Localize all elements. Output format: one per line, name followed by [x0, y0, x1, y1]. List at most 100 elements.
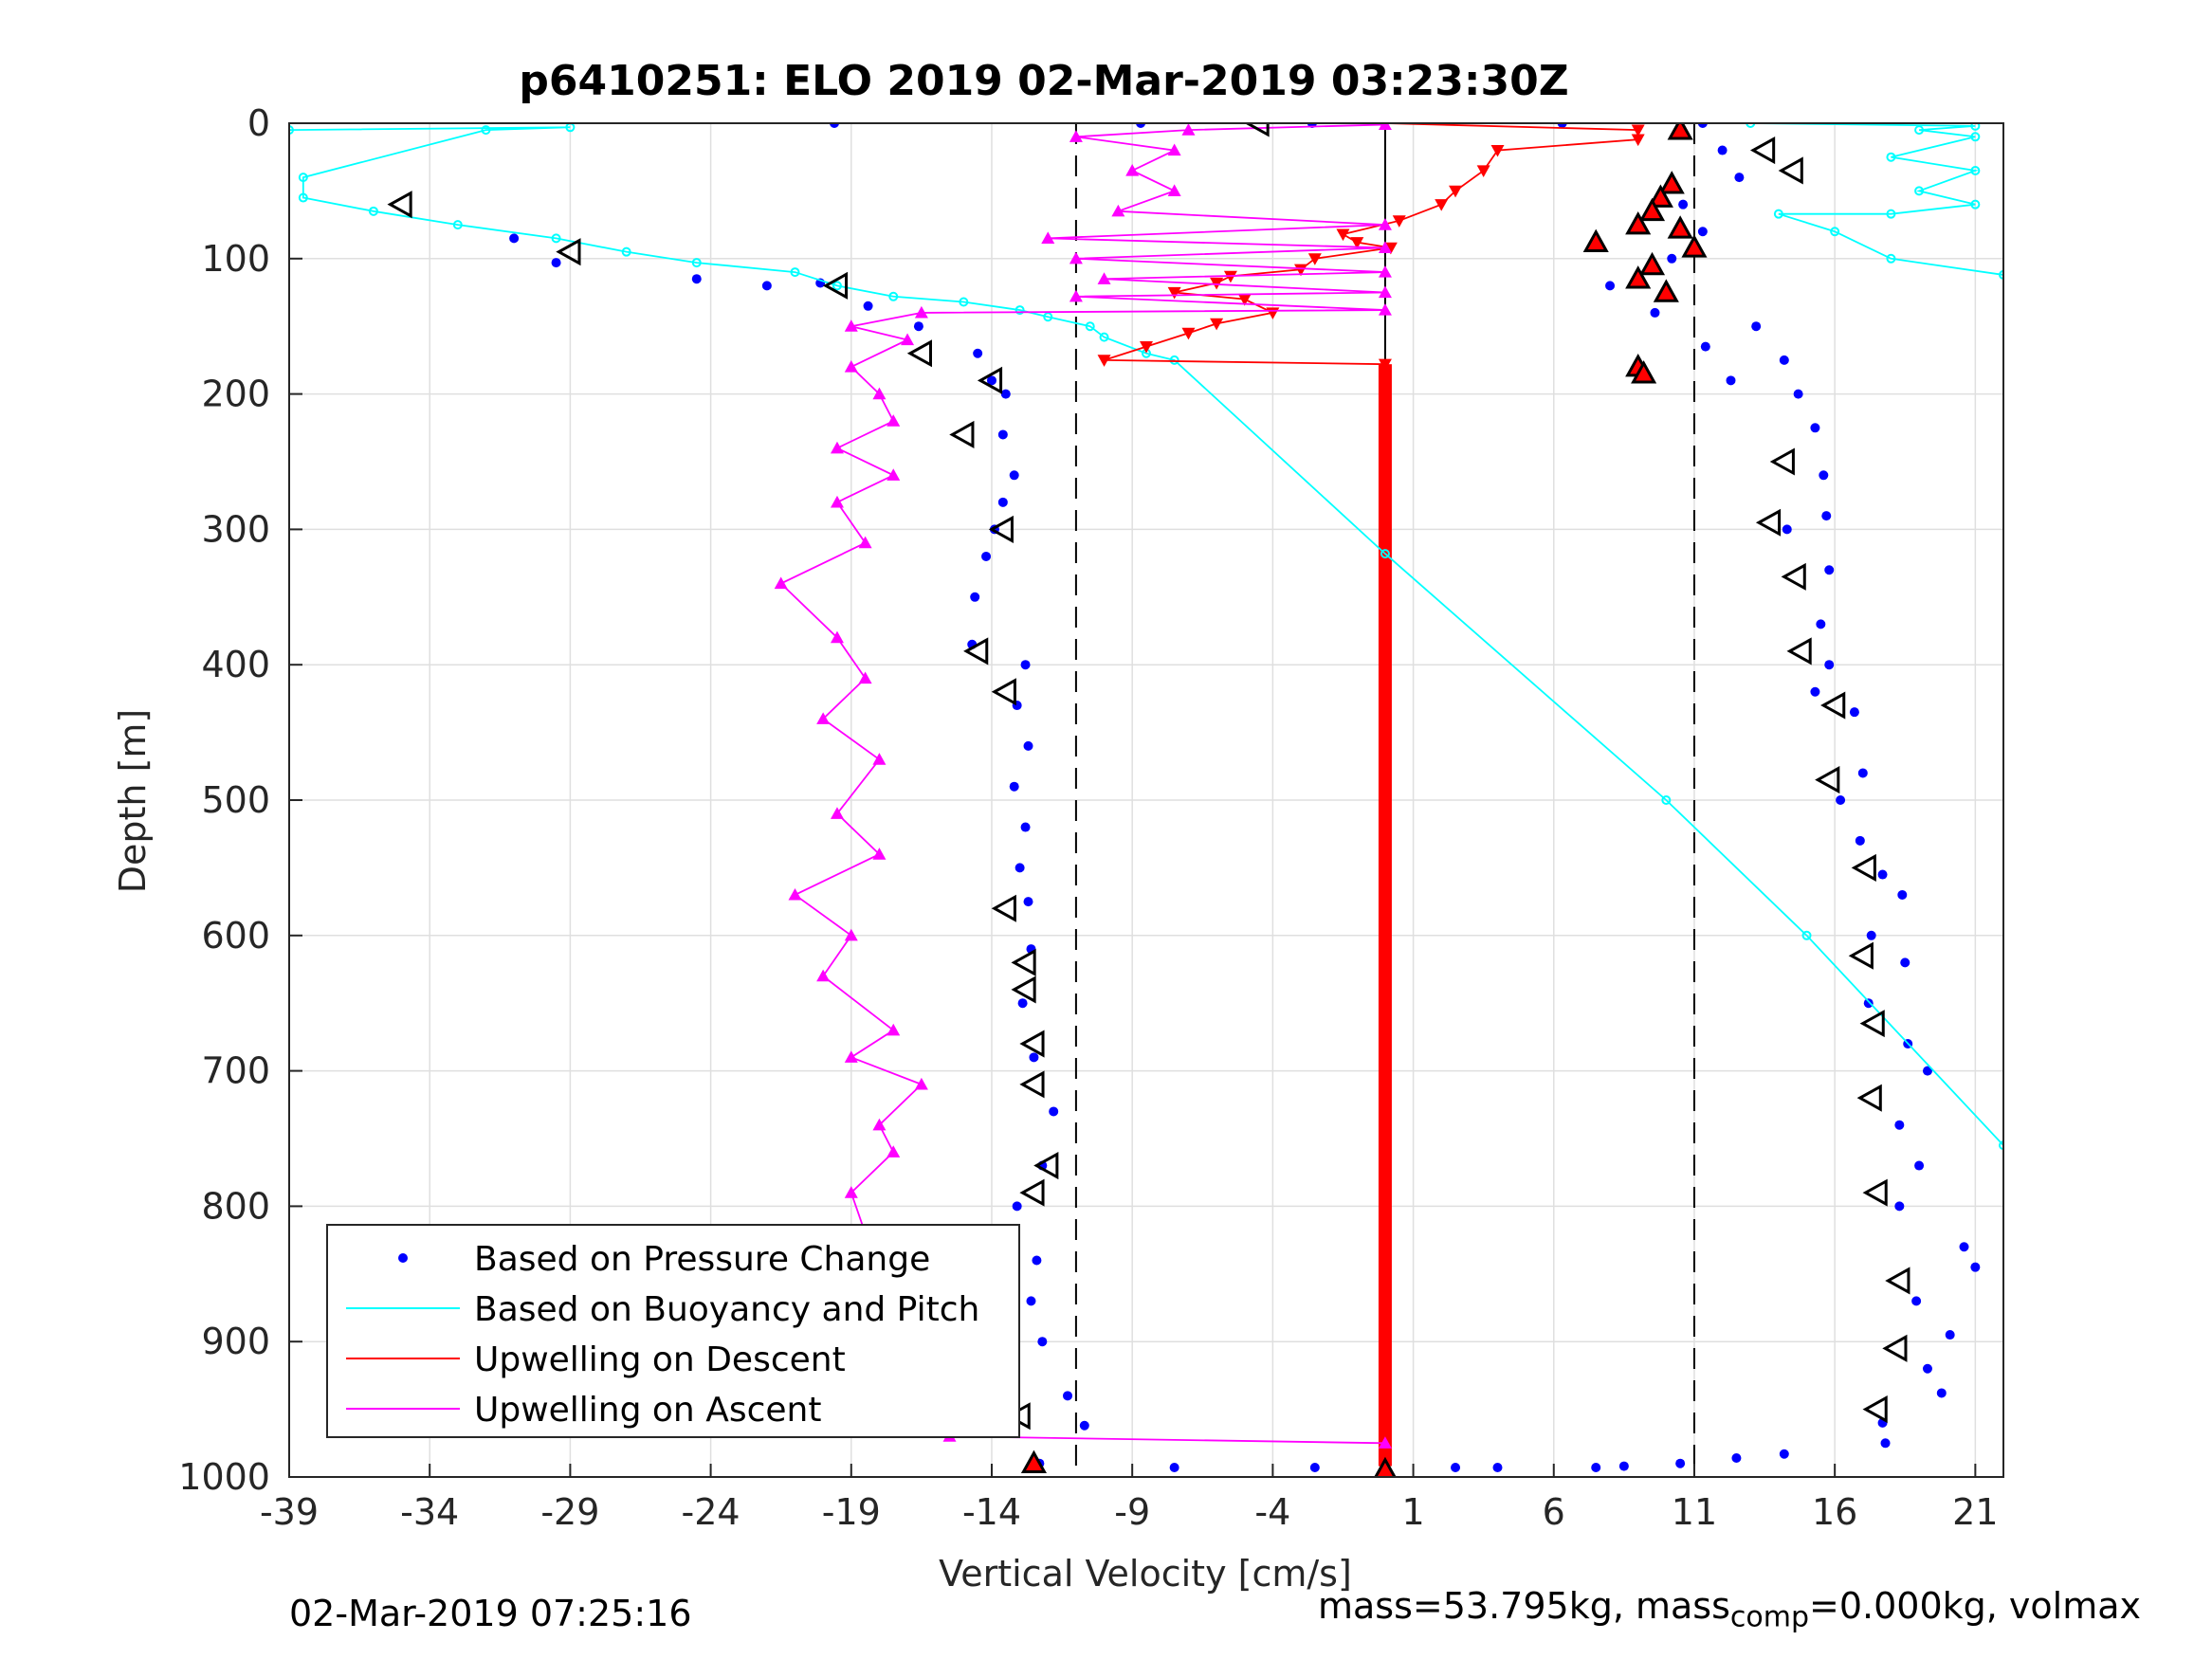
bin-average-marker	[1815, 766, 1840, 794]
buoyancy-marker	[298, 173, 308, 183]
y-tick-label: 0	[247, 102, 270, 144]
pressure-point	[986, 375, 996, 386]
pressure-point	[1824, 565, 1835, 575]
mass-subscript: comp	[1729, 1600, 1810, 1634]
buoyancy-marker	[1886, 209, 1896, 219]
descent-marker	[1140, 341, 1153, 354]
x-tick-label: 11	[1672, 1491, 1717, 1533]
descent-marker	[1378, 358, 1392, 372]
pressure-point	[551, 258, 561, 268]
pressure-point	[1697, 227, 1708, 237]
x-tick-label: 1	[1401, 1491, 1424, 1533]
y-tick-label: 500	[201, 779, 270, 821]
pressure-point	[863, 301, 873, 311]
pressure-point	[1015, 863, 1025, 873]
pressure-point	[1675, 1458, 1686, 1468]
pressure-point	[1000, 389, 1011, 399]
buoyancy-marker	[832, 281, 842, 291]
pressure-point	[1009, 470, 1019, 481]
footer-timestamp: 02-Mar-2019 07:25:16	[289, 1593, 692, 1634]
ascent-marker	[858, 671, 872, 684]
buoyancy-marker	[888, 291, 899, 301]
pressure-point	[1810, 686, 1820, 697]
series-line	[779, 123, 1385, 1445]
pressure-point	[1726, 375, 1736, 386]
descent-marker	[1223, 270, 1237, 283]
y-tick-label: 600	[201, 915, 270, 957]
buoyancy-marker	[551, 233, 561, 244]
pressure-point	[1816, 619, 1826, 629]
pressure-point	[1734, 173, 1745, 183]
buoyancy-marker	[790, 267, 800, 278]
pressure-point	[1169, 1463, 1179, 1473]
ascent-marker	[830, 441, 844, 454]
pressure-point	[1032, 1255, 1042, 1266]
y-tick-label: 700	[201, 1050, 270, 1092]
buoyancy-marker	[959, 297, 969, 307]
buoyancy-marker	[1661, 795, 1672, 805]
pressure-point	[1922, 1066, 1932, 1076]
ascent-marker	[830, 807, 844, 819]
descent-marker	[1631, 124, 1645, 137]
buoyancy-marker	[621, 246, 631, 257]
ascent-marker	[1181, 123, 1196, 136]
pressure-point	[509, 233, 520, 244]
buoyancy-marker	[298, 192, 308, 203]
series-based-on-pressure-change	[509, 123, 1981, 1473]
pressure-point	[1779, 355, 1789, 365]
ascent-marker	[774, 576, 788, 590]
bin-average-marker	[1778, 156, 1803, 185]
bin-average-marker	[1769, 447, 1795, 476]
ascent-marker	[1378, 123, 1392, 131]
buoyancy-marker	[1914, 125, 1925, 136]
ascent-marker	[1069, 289, 1083, 302]
pressure-point	[1012, 1201, 1022, 1212]
pressure-point	[1877, 869, 1888, 880]
x-tick-label: -9	[1114, 1491, 1150, 1533]
x-axis-label: Vertical Velocity [cm/s]	[939, 1553, 1352, 1595]
pressure-point	[997, 429, 1008, 440]
series-upwelling-on-ascent	[774, 123, 1392, 1449]
buoyancy-marker	[1773, 209, 1783, 219]
pressure-point	[1810, 423, 1820, 433]
buoyancy-marker	[1914, 186, 1925, 196]
buoyancy-marker	[1970, 123, 1981, 131]
pressure-point	[1959, 1242, 1969, 1252]
flagged-marker	[1667, 123, 1693, 140]
ascent-marker	[872, 848, 887, 860]
buoyancy-marker	[1886, 152, 1896, 162]
flagged-marker	[1625, 211, 1652, 235]
flagged-marker	[1681, 234, 1708, 258]
buoyancy-marker	[481, 125, 491, 136]
bin-average-marker	[963, 637, 989, 665]
pressure-point	[1650, 307, 1660, 318]
ascent-marker	[844, 928, 858, 941]
pressure-point	[1023, 897, 1033, 907]
ascent-marker	[1041, 231, 1055, 244]
series-flagged-points-filled-red-	[1020, 123, 1708, 1477]
bin-average-marker	[1033, 1152, 1059, 1180]
x-tick-label: -4	[1254, 1491, 1290, 1533]
legend-label: Upwelling on Descent	[474, 1340, 846, 1379]
pressure-point	[1849, 707, 1859, 718]
pressure-point	[1922, 1363, 1932, 1374]
buoyancy-marker	[1886, 253, 1896, 264]
legend-box	[326, 1224, 1020, 1438]
descent-marker	[1435, 199, 1449, 211]
ascent-marker	[1069, 130, 1083, 142]
buoyancy-marker	[1970, 132, 1981, 142]
ascent-marker	[844, 319, 858, 332]
ascent-marker	[914, 305, 928, 319]
pressure-point	[1605, 281, 1616, 291]
flagged-marker	[1667, 215, 1693, 239]
descent-marker	[1097, 355, 1111, 367]
bin-average-marker	[1882, 1334, 1908, 1362]
ascent-marker	[858, 536, 872, 549]
x-tick-label: 16	[1812, 1491, 1857, 1533]
pressure-point	[1866, 930, 1876, 940]
pressure-point	[1857, 768, 1868, 778]
pressure-point	[1900, 957, 1910, 968]
pressure-point	[1678, 199, 1689, 210]
buoyancy-marker	[1085, 321, 1095, 332]
bin-average-marker	[991, 894, 1016, 922]
